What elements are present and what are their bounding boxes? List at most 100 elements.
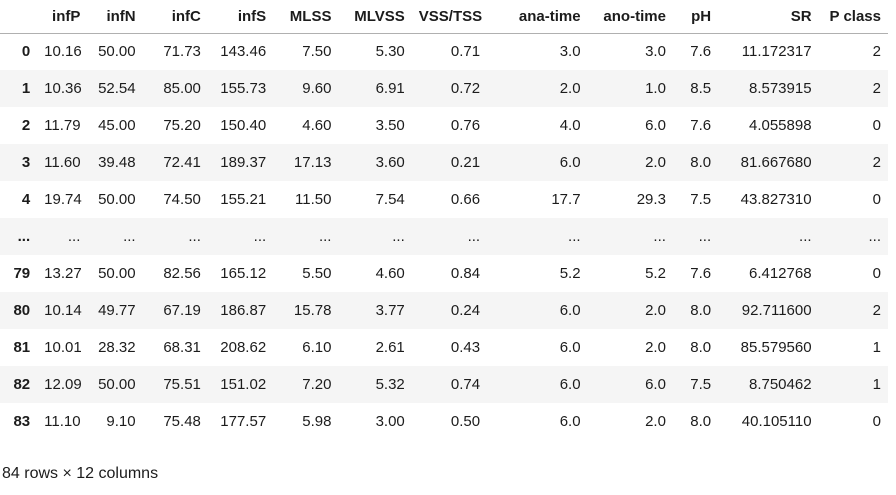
table-cell: 75.20 [163, 117, 201, 134]
row-index: 1 [21, 80, 31, 97]
table-cell: 3.50 [375, 117, 405, 134]
table-cell: 2 [872, 80, 881, 97]
table-cell: 72.41 [163, 154, 201, 171]
table-cell: ... [467, 228, 481, 245]
table-cell: 1.0 [645, 80, 666, 97]
table-cell: 3.00 [375, 413, 405, 430]
table-cell: 6.10 [302, 339, 332, 356]
table-cell: 2 [872, 154, 881, 171]
column-header: ano-time [587, 0, 673, 34]
table-cell: 155.73 [220, 80, 267, 97]
table-cell: 3.0 [645, 43, 666, 61]
table-cell: 85.579560 [740, 339, 812, 356]
table-cell: 7.5 [690, 376, 712, 393]
column-header: MLSS [273, 0, 339, 34]
table-cell: 5.2 [645, 265, 666, 282]
table-cell: 5.50 [302, 265, 332, 282]
table-cell: 17.13 [293, 154, 332, 171]
table-cell: 4.0 [559, 117, 581, 134]
table-cell: ... [392, 228, 405, 245]
table-cell: 10.16 [44, 43, 82, 61]
table-body: 0 10.16 50.00 71.73 143.46 7.50 5.30 0.71 3.0 3.0… [0, 33, 888, 440]
table-cell: 186.87 [220, 302, 267, 319]
table-cell: 4.055898 [748, 117, 812, 134]
table-cell: 143.46 [220, 43, 267, 61]
table-cell: 10.36 [44, 80, 82, 97]
table-cell: 2.61 [375, 339, 405, 356]
table-cell: 0.74 [450, 376, 481, 393]
table-cell: 49.77 [98, 302, 136, 319]
table-cell: 6.0 [559, 376, 581, 393]
table-cell: 2.0 [645, 413, 666, 430]
table-cell: 6.0 [559, 302, 581, 319]
table-row: 80 10.14 49.77 67.19 186.87 15.78 3.77 0.24 6.0 2… [0, 292, 888, 329]
row-index: 79 [13, 265, 31, 282]
table-cell: 150.40 [220, 117, 267, 134]
table-cell: 17.7 [551, 191, 581, 208]
column-header: infN [87, 0, 143, 34]
row-index: 81 [13, 339, 31, 356]
table-cell: 0.50 [450, 413, 481, 430]
table-cell: 81.667680 [740, 154, 812, 171]
table-cell: 11.10 [44, 413, 81, 430]
table-cell: 50.00 [98, 191, 136, 208]
table-cell: 208.62 [220, 339, 267, 356]
table-cell: 0.24 [450, 302, 481, 319]
row-index: 80 [13, 302, 31, 319]
table-cell: 0 [872, 265, 881, 282]
table-cell: 0.71 [450, 43, 481, 61]
table-cell: 177.57 [220, 413, 267, 430]
table-cell: 2 [872, 302, 881, 319]
column-header: ana-time [487, 0, 588, 34]
table-cell: 6.0 [559, 339, 581, 356]
table-cell: 5.98 [302, 413, 332, 430]
table-cell: 71.73 [163, 43, 201, 61]
table-cell: 82.56 [163, 265, 201, 282]
table-cell: 0 [872, 117, 881, 134]
table-cell: 5.32 [375, 376, 405, 393]
table-cell: ... [568, 228, 581, 245]
table-cell: 11.172317 [741, 43, 812, 61]
table-cell: 2 [872, 43, 881, 61]
table-cell: 155.21 [220, 191, 267, 208]
row-index: 0 [21, 43, 31, 61]
table-cell: 8.0 [690, 339, 712, 356]
table-cell: 7.50 [302, 43, 332, 61]
table-cell: 11.79 [44, 117, 81, 134]
table-row: 81 10.01 28.32 68.31 208.62 6.10 2.61 0.43 6.0 2.… [0, 329, 888, 366]
table-cell: 9.60 [302, 80, 332, 97]
table-cell: 0.72 [450, 80, 481, 97]
table-cell: 0.76 [450, 117, 481, 134]
table-row: 1 10.36 52.54 85.00 155.73 9.60 6.91 0.72 2.0 1.0… [0, 70, 888, 107]
table-cell: 28.32 [98, 339, 136, 356]
table-cell: 0.21 [450, 154, 481, 171]
table-cell: 165.12 [220, 265, 267, 282]
table-cell: 4.60 [375, 265, 405, 282]
table-cell: 15.78 [293, 302, 332, 319]
table-cell: 6.0 [645, 117, 666, 134]
table-cell: 6.412768 [748, 265, 812, 282]
table-cell: 8.573915 [748, 80, 812, 97]
table-cell: 7.20 [302, 376, 332, 393]
table-row: ....................................... [0, 218, 888, 255]
table-cell: 75.48 [163, 413, 201, 430]
table-cell: 6.0 [645, 376, 666, 393]
column-header: SR [718, 0, 819, 34]
table-cell: 92.711600 [741, 302, 812, 319]
table-cell: 7.54 [375, 191, 405, 208]
table-cell: 9.10 [106, 413, 136, 430]
table-row: 2 11.79 45.00 75.20 150.40 4.60 3.50 0.76 4.0 6.0… [0, 107, 888, 144]
table-cell: 3.60 [375, 154, 405, 171]
column-header: infP [37, 0, 88, 34]
table-cell: 6.0 [559, 154, 581, 171]
table-cell: 12.09 [44, 376, 82, 393]
column-header: MLVSS [338, 0, 412, 34]
table-cell: 4.60 [302, 117, 332, 134]
table-cell: 8.750462 [748, 376, 812, 393]
table-cell: 0 [872, 413, 881, 430]
table-cell: 50.00 [98, 265, 136, 282]
table-cell: 2.0 [645, 154, 666, 171]
table-cell: ... [188, 228, 201, 245]
table-cell: ... [123, 228, 136, 245]
table-cell: 0 [872, 191, 881, 208]
